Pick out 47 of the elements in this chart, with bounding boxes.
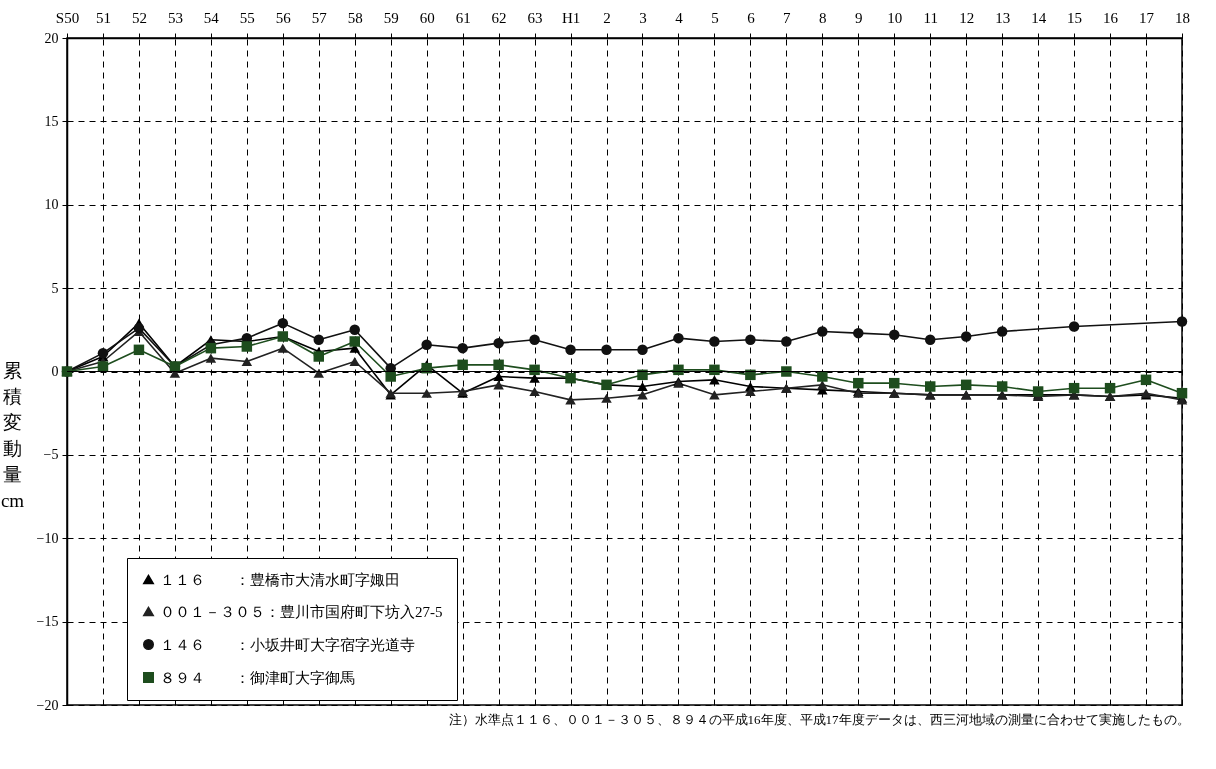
legend-label: １１６ ：豊橋市大清水町字娵田 [160,571,400,588]
x-tick-label: 60 [419,9,435,26]
legend-label: ８９４ ：御津町大字御馬 [160,669,355,686]
x-tick-label: S50 [55,9,80,26]
x-tick-label: 57 [311,9,328,26]
x-tick-label: 62 [491,9,507,26]
x-tick-label: 58 [347,9,363,26]
y-tick-label: 20 [44,30,59,46]
y-tick-label: 0 [51,364,59,379]
x-tick-label: 61 [455,9,471,26]
x-tick-label: 2 [603,9,611,26]
x-tick-label: 56 [275,9,292,26]
x-tick-label: 8 [819,9,827,26]
x-tick-label: 11 [923,9,938,26]
x-tick-label: H1 [561,9,581,26]
x-tick-label: 55 [239,9,255,26]
x-tick-label: 16 [1103,9,1119,26]
x-tick-label: 54 [203,9,220,26]
legend-label: １４６ ：小坂井町大字宿字光道寺 [160,636,415,653]
x-tick-label: 52 [131,9,147,26]
x-tick-label: 10 [887,9,903,26]
x-tick-label: 17 [1139,9,1155,26]
x-tick-label: 9 [855,9,863,26]
y-tick-label: −10 [36,530,59,546]
x-tick-label: 4 [675,9,684,26]
text: 注）水準点１１６、００１－３０５、８９４の平成16年度、平成17年度データは、西三河地域の測量に合わせて実施したもの。 [448,712,1190,727]
x-tick-label: 15 [1067,9,1083,26]
x-tick-label: 14 [1031,9,1047,26]
x-tick-label: 12 [959,9,975,26]
x-tick-label: 18 [1175,9,1190,26]
y-tick-label: 5 [51,280,59,296]
x-tick-label: 3 [639,9,647,26]
x-tick-label: 51 [95,9,111,26]
x-tick-label: 6 [747,9,756,26]
y-axis-title: 累積変動量 cm [0,359,25,511]
y-tick-label: −5 [43,447,59,463]
x-tick-label: 5 [711,9,719,26]
x-tick-label: 13 [995,9,1011,26]
y-tick-label: 10 [44,197,59,213]
y-tick-label: 15 [44,113,59,129]
x-tick-label: 63 [527,9,543,26]
x-tick-label: 53 [167,9,183,26]
legend-label: ００１－３０５：豊川市国府町下坊入27-5 [160,603,443,620]
y-tick-label: −15 [36,614,59,630]
x-tick-label: 59 [383,9,399,26]
y-tick-label: −20 [36,697,59,713]
x-tick-label: 7 [783,9,792,26]
